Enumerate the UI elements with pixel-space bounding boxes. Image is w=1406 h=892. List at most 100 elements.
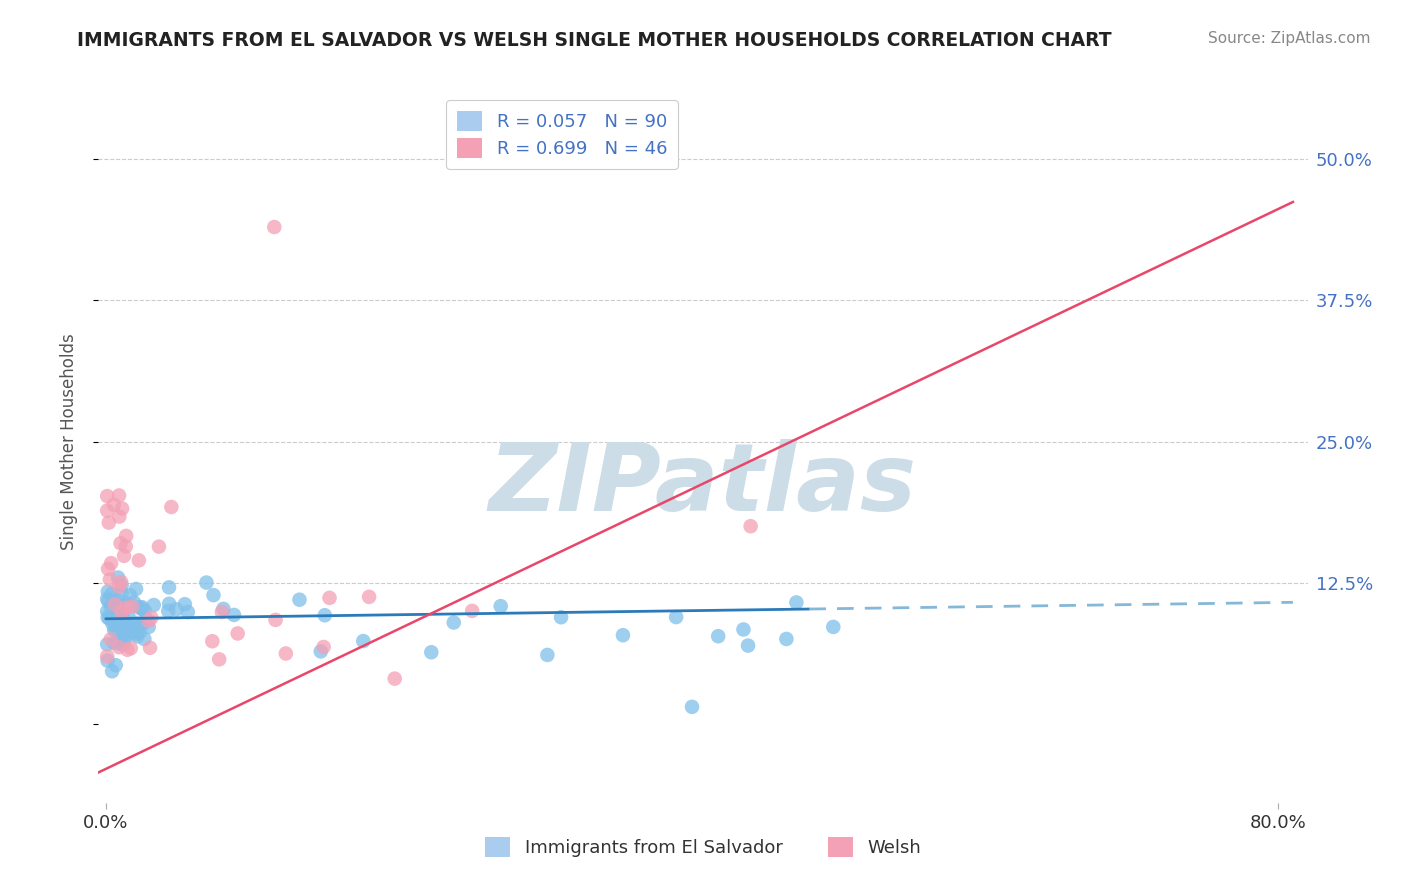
Point xyxy=(117,642,139,657)
Point xyxy=(443,615,465,630)
Point xyxy=(157,597,180,611)
Point xyxy=(112,632,135,647)
Point xyxy=(288,592,311,607)
Point xyxy=(142,598,165,612)
Point xyxy=(127,630,149,644)
Point xyxy=(314,608,336,623)
Text: ZIPatlas: ZIPatlas xyxy=(489,439,917,531)
Point xyxy=(96,503,118,517)
Point xyxy=(359,590,381,604)
Point xyxy=(107,633,129,648)
Point xyxy=(612,628,634,642)
Point xyxy=(115,615,138,629)
Point xyxy=(131,602,153,616)
Point xyxy=(352,634,374,648)
Point xyxy=(108,509,131,524)
Point xyxy=(128,625,150,640)
Point xyxy=(112,549,135,563)
Point xyxy=(118,588,141,602)
Point xyxy=(128,553,150,567)
Point xyxy=(138,620,160,634)
Point xyxy=(309,644,332,658)
Point xyxy=(97,594,120,608)
Point xyxy=(681,699,703,714)
Point xyxy=(100,632,122,647)
Point xyxy=(312,640,335,654)
Point xyxy=(108,579,131,593)
Point xyxy=(105,602,128,616)
Point xyxy=(212,602,235,616)
Text: Source: ZipAtlas.com: Source: ZipAtlas.com xyxy=(1208,31,1371,46)
Point xyxy=(112,620,135,634)
Point xyxy=(101,617,124,632)
Point xyxy=(138,614,160,628)
Point xyxy=(173,597,195,611)
Point xyxy=(110,608,132,623)
Point xyxy=(100,556,122,570)
Point xyxy=(665,610,688,624)
Point xyxy=(110,536,132,550)
Point xyxy=(110,617,132,632)
Point xyxy=(120,641,142,656)
Point xyxy=(111,578,134,592)
Point xyxy=(96,649,118,664)
Point xyxy=(226,626,249,640)
Point xyxy=(201,634,224,648)
Point xyxy=(97,584,120,599)
Point xyxy=(141,610,163,624)
Point xyxy=(108,640,131,655)
Point xyxy=(96,637,118,651)
Point xyxy=(131,600,153,615)
Point xyxy=(318,591,340,605)
Point xyxy=(121,599,143,614)
Point xyxy=(115,597,138,611)
Point xyxy=(121,625,143,640)
Point xyxy=(124,621,146,635)
Point xyxy=(707,629,730,643)
Point xyxy=(165,602,187,616)
Point xyxy=(100,599,122,614)
Point xyxy=(740,519,762,533)
Point xyxy=(110,605,132,619)
Point xyxy=(97,610,120,624)
Point xyxy=(96,604,118,618)
Point xyxy=(117,608,139,623)
Point xyxy=(263,220,285,235)
Point xyxy=(128,619,150,633)
Point xyxy=(101,665,124,679)
Point xyxy=(111,616,134,631)
Legend: Immigrants from El Salvador, Welsh: Immigrants from El Salvador, Welsh xyxy=(475,828,931,866)
Point xyxy=(775,632,797,646)
Point xyxy=(823,620,845,634)
Point xyxy=(114,624,136,639)
Point xyxy=(122,595,145,609)
Point xyxy=(115,600,138,615)
Point xyxy=(104,658,127,673)
Point xyxy=(96,654,118,668)
Point xyxy=(134,615,156,630)
Point xyxy=(135,611,157,625)
Point xyxy=(177,605,200,619)
Point xyxy=(110,620,132,634)
Point xyxy=(489,599,512,614)
Text: IMMIGRANTS FROM EL SALVADOR VS WELSH SINGLE MOTHER HOUSEHOLDS CORRELATION CHART: IMMIGRANTS FROM EL SALVADOR VS WELSH SIN… xyxy=(77,31,1112,50)
Point xyxy=(103,623,125,637)
Point xyxy=(114,620,136,634)
Point xyxy=(125,627,148,641)
Point xyxy=(111,606,134,620)
Point xyxy=(98,573,121,587)
Point xyxy=(157,580,180,594)
Point xyxy=(134,632,156,646)
Point xyxy=(737,639,759,653)
Point xyxy=(96,591,118,606)
Point xyxy=(111,638,134,652)
Point xyxy=(550,610,572,624)
Point xyxy=(108,615,131,629)
Point xyxy=(148,540,170,554)
Point xyxy=(733,623,755,637)
Point xyxy=(104,598,127,612)
Point xyxy=(112,632,135,647)
Point xyxy=(101,587,124,601)
Point xyxy=(97,516,120,530)
Point xyxy=(127,599,149,614)
